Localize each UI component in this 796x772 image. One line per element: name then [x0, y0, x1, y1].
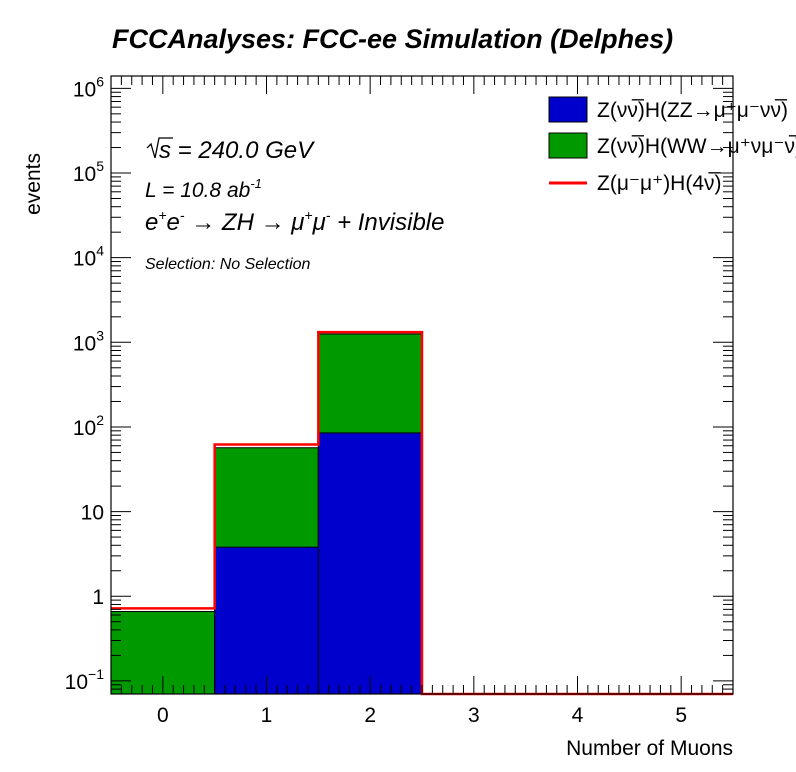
- y-tick-label: 1: [92, 586, 104, 609]
- legend-swatch-zz: [548, 96, 588, 123]
- legend-label-signal: Z(μ⁻μ⁺)H(4ν̅): [597, 172, 722, 195]
- x-tick-label: 4: [572, 704, 584, 727]
- bar-series-0-bin-2: [317, 432, 423, 695]
- x-tick-label: 2: [364, 704, 376, 727]
- luminosity-annotation: L = 10.8 ab-1: [145, 176, 262, 202]
- y-tick-label: 103: [73, 327, 104, 355]
- energy-annotation: s = 240.0 GeV: [146, 137, 315, 164]
- x-axis-label: Number of Muons: [566, 737, 733, 760]
- y-tick-labels: 10−1 1 10 102 103 104 105 106: [65, 73, 105, 694]
- x-tick-label: 3: [468, 704, 480, 727]
- axis-ticks: [110, 76, 734, 695]
- y-tick-label: 10: [81, 502, 104, 525]
- x-tick-label: 0: [157, 704, 169, 727]
- legend-label-zz: Z(νν̅)H(ZZ→μ⁺μ⁻νν̅): [597, 99, 788, 122]
- x-tick-label: 1: [261, 704, 273, 727]
- energy-label: = 240.0 GeV: [171, 137, 315, 164]
- y-tick-label: 10−1: [65, 666, 105, 694]
- sqrt-s-label: s: [159, 137, 171, 164]
- legend-label-ww: Z(νν̅)H(WW→μ⁺νμ⁻ν̅): [597, 135, 796, 158]
- svg-text:s = 240.0 GeV: s = 240.0 GeV: [159, 137, 315, 164]
- x-tick-labels: 0 1 2 3 4 5: [157, 704, 687, 727]
- chart-title: FCCAnalyses: FCC-ee Simulation (Delphes): [112, 24, 673, 54]
- y-tick-label: 106: [73, 73, 104, 101]
- legend: Z(νν̅)H(ZZ→μ⁺μ⁻νν̅) Z(νν̅)H(WW→μ⁺νμ⁻ν̅) …: [548, 96, 796, 195]
- y-tick-label: 105: [73, 158, 104, 186]
- y-tick-label: 104: [73, 243, 104, 271]
- legend-swatch-ww: [548, 132, 588, 159]
- x-tick-label: 5: [675, 704, 687, 727]
- bar-series-0-bin-1: [214, 546, 319, 695]
- y-tick-label: 102: [73, 412, 104, 440]
- histogram-bars: [110, 333, 423, 695]
- y-axis-label: events: [22, 153, 45, 215]
- selection-annotation: Selection: No Selection: [145, 256, 311, 273]
- sqrt-symbol: [146, 137, 173, 159]
- process-annotation: e+e- → ZH → μ+μ- + Invisible: [145, 207, 444, 236]
